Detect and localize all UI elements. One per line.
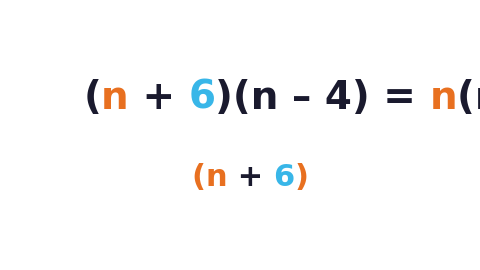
Text: (n – 4): (n – 4): [457, 79, 480, 117]
Text: (: (: [191, 163, 205, 192]
Text: 6: 6: [188, 79, 216, 117]
Text: )(n – 4) =: )(n – 4) =: [216, 79, 430, 117]
Text: n: n: [101, 79, 129, 117]
Text: ): ): [295, 163, 309, 192]
Text: n: n: [430, 79, 457, 117]
Text: (: (: [83, 79, 101, 117]
Text: n: n: [205, 163, 227, 192]
Text: +: +: [129, 79, 188, 117]
Text: +: +: [227, 163, 274, 192]
Text: 6: 6: [274, 163, 295, 192]
